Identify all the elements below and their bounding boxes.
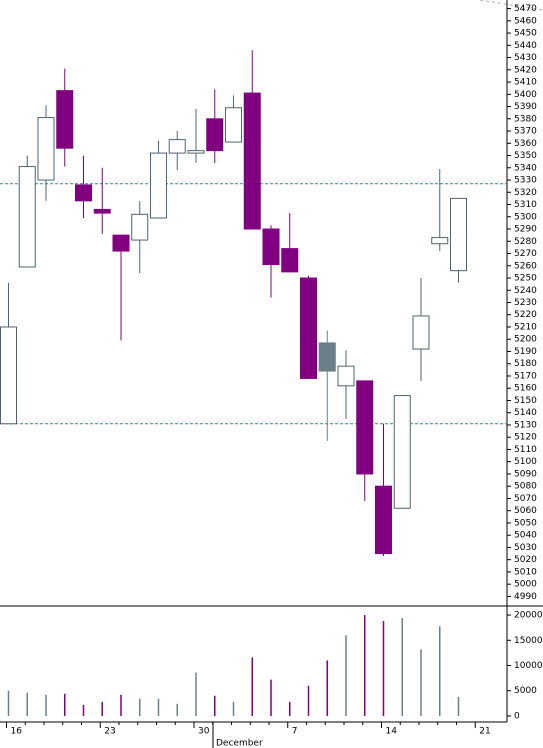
y-tick-label: 5180 (514, 359, 537, 369)
candle-body (168, 139, 186, 154)
y-tick-label: 5350 (514, 151, 537, 161)
y-tick-label: 4990 (514, 592, 537, 602)
candle-body (37, 117, 55, 181)
y-tick-label: 5170 (514, 371, 537, 381)
y-tick-label: 5100 (514, 457, 537, 467)
x-tick-label: 21 (479, 727, 490, 737)
y-tick-label: 5380 (514, 114, 537, 124)
y-tick-label: 5390 (514, 102, 537, 112)
y-tick-label: 5190 (514, 347, 537, 357)
y-tick-label: 5210 (514, 322, 537, 332)
y-tick-label: 5200 (514, 335, 537, 345)
y-tick-label: 5000 (514, 580, 537, 590)
y-tick-label: 5240 (514, 286, 537, 296)
y-tick-label: 5440 (514, 41, 537, 51)
y-tick-label: 5090 (514, 469, 537, 479)
volume-y-tick-label: 5000 (514, 686, 537, 696)
y-tick-label: 5270 (514, 249, 537, 259)
candle-body (75, 184, 92, 202)
y-tick-label: 5050 (514, 518, 537, 528)
y-tick-label: 5450 (514, 29, 537, 39)
candle-body (93, 208, 111, 214)
y-tick-label: 5030 (514, 543, 537, 553)
y-tick-label: 5220 (514, 310, 537, 320)
candle-body (356, 380, 374, 475)
y-tick-label: 5470 (514, 4, 537, 14)
candle-body (206, 118, 224, 152)
y-tick-label: 5080 (514, 482, 537, 492)
y-tick-label: 5400 (514, 90, 537, 100)
y-tick-label: 5150 (514, 396, 537, 406)
y-tick-label: 5160 (514, 384, 537, 394)
y-tick-label: 5370 (514, 127, 537, 137)
y-tick-label: 5290 (514, 225, 537, 235)
x-tick-label: 7 (292, 727, 298, 737)
y-tick-label: 5310 (514, 200, 537, 210)
candle-body (18, 166, 36, 268)
candle-body (412, 315, 430, 350)
y-tick-label: 5070 (514, 494, 537, 504)
candle-body (0, 326, 17, 425)
y-tick-label: 5010 (514, 567, 537, 577)
y-tick-label: 5250 (514, 274, 537, 284)
y-tick-label: 5360 (514, 139, 537, 149)
volume-y-tick-label: 0 (514, 711, 520, 721)
candle-body (281, 248, 299, 273)
volume-y-tick-label: 20000 (514, 611, 543, 621)
y-tick-label: 5040 (514, 531, 537, 541)
y-tick-label: 5460 (514, 16, 537, 26)
candle-body (225, 107, 242, 143)
y-tick-label: 5410 (514, 78, 537, 88)
x-tick-label: 16 (11, 727, 23, 737)
y-tick-label: 5120 (514, 433, 537, 443)
y-tick-label: 5230 (514, 298, 537, 308)
candle-body (262, 228, 280, 266)
candle-body (56, 90, 74, 149)
candle-body (131, 213, 149, 241)
candle-body (150, 152, 167, 219)
x-tick-label: 30 (198, 727, 210, 737)
y-tick-label: 5110 (514, 445, 537, 455)
candle-body (243, 92, 261, 230)
candle-body (187, 150, 205, 154)
y-tick-label: 5260 (514, 261, 537, 271)
candle-body (393, 395, 411, 509)
volume-y-tick-label: 10000 (514, 661, 543, 671)
candle-body (318, 342, 336, 372)
y-tick-label: 5060 (514, 506, 537, 516)
month-label: December (216, 739, 263, 748)
candle-body (375, 485, 392, 555)
x-tick-label: 23 (104, 727, 115, 737)
candle-body (112, 234, 130, 252)
y-tick-label: 5130 (514, 420, 537, 430)
y-tick-label: 5140 (514, 408, 537, 418)
y-tick-label: 5320 (514, 188, 537, 198)
decoration-line (479, 0, 543, 11)
y-tick-label: 5340 (514, 163, 537, 173)
y-tick-label: 5330 (514, 176, 537, 186)
candle-body (450, 197, 467, 272)
y-tick-label: 5300 (514, 212, 537, 222)
candle-body (300, 277, 317, 379)
y-tick-label: 5280 (514, 237, 537, 247)
y-tick-label: 5430 (514, 53, 537, 63)
y-tick-label: 5020 (514, 555, 537, 565)
volume-y-tick-label: 15000 (514, 636, 543, 646)
candle-body (431, 237, 449, 245)
y-tick-label: 5420 (514, 65, 537, 75)
candle-body (337, 365, 355, 387)
x-tick-label: 14 (386, 727, 398, 737)
